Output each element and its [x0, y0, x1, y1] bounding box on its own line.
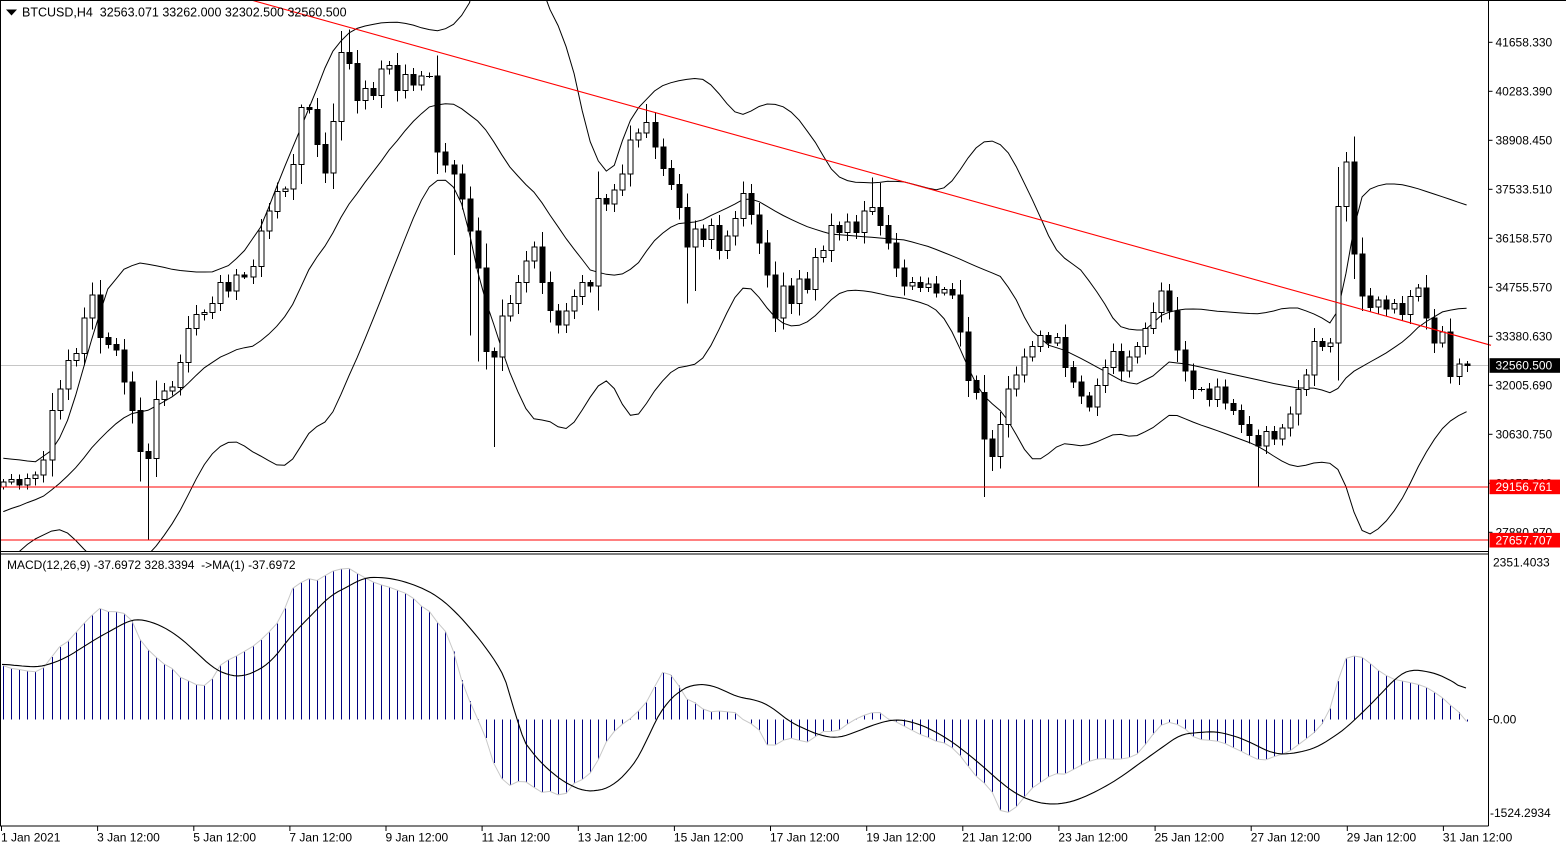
svg-text:30630.750: 30630.750: [1496, 428, 1553, 442]
svg-text:MACD(12,26,9) -37.6972 328.339: MACD(12,26,9) -37.6972 328.3394 ->MA(1) …: [7, 558, 296, 572]
svg-text:34755.570: 34755.570: [1496, 281, 1553, 295]
svg-text:23 Jan 12:00: 23 Jan 12:00: [1058, 831, 1128, 845]
svg-text:36158.570: 36158.570: [1496, 232, 1553, 246]
svg-text:11 Jan 12:00: 11 Jan 12:00: [482, 831, 551, 845]
svg-text:32560.500: 32560.500: [1496, 359, 1553, 373]
svg-text:31 Jan 12:00: 31 Jan 12:00: [1443, 831, 1513, 845]
svg-text:9 Jan 12:00: 9 Jan 12:00: [386, 831, 449, 845]
svg-text:15 Jan 12:00: 15 Jan 12:00: [674, 831, 744, 845]
svg-text:2351.4033: 2351.4033: [1493, 556, 1550, 570]
svg-text:27 Jan 12:00: 27 Jan 12:00: [1251, 831, 1321, 845]
svg-text:0.00: 0.00: [1493, 713, 1517, 727]
svg-text:29 Jan 12:00: 29 Jan 12:00: [1347, 831, 1417, 845]
svg-text:38908.450: 38908.450: [1496, 134, 1553, 148]
svg-text:40283.390: 40283.390: [1496, 85, 1553, 99]
svg-text:5 Jan 12:00: 5 Jan 12:00: [193, 831, 256, 845]
svg-text:1 Jan 2021: 1 Jan 2021: [1, 831, 61, 845]
svg-text:29156.761: 29156.761: [1496, 480, 1553, 494]
svg-text:25 Jan 12:00: 25 Jan 12:00: [1155, 831, 1225, 845]
svg-text:-1524.2934: -1524.2934: [1490, 806, 1551, 820]
svg-text:33380.630: 33380.630: [1496, 330, 1553, 344]
svg-text:32005.690: 32005.690: [1496, 379, 1553, 393]
svg-text:21 Jan 12:00: 21 Jan 12:00: [962, 831, 1032, 845]
svg-text:19 Jan 12:00: 19 Jan 12:00: [866, 831, 936, 845]
svg-text:41658.330: 41658.330: [1496, 36, 1553, 50]
svg-text:13 Jan 12:00: 13 Jan 12:00: [578, 831, 648, 845]
svg-text:BTCUSD,H4 32563.071 33262.000: BTCUSD,H4 32563.071 33262.000 32302.500 …: [22, 6, 347, 20]
svg-text:27657.707: 27657.707: [1496, 533, 1553, 547]
svg-text:7 Jan 12:00: 7 Jan 12:00: [289, 831, 352, 845]
svg-text:17 Jan 12:00: 17 Jan 12:00: [770, 831, 840, 845]
svg-text:37533.510: 37533.510: [1496, 183, 1553, 197]
svg-text:3 Jan 12:00: 3 Jan 12:00: [97, 831, 160, 845]
